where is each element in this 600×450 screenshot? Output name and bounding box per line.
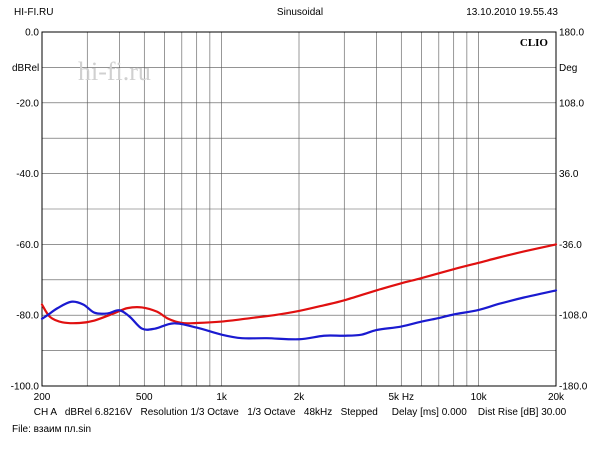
y2-tick-label: -36.0 — [559, 240, 582, 251]
clio-brand-label: CLIO — [520, 37, 549, 49]
y-tick-label: -60.0 — [16, 240, 39, 251]
y2-tick-label: 180.0 — [559, 28, 584, 39]
series-line-blue — [40, 289, 558, 341]
y-tick-label: -40.0 — [16, 169, 39, 180]
y2-tick-label: 36.0 — [559, 169, 579, 180]
x-tick-label: 20k — [548, 392, 565, 403]
series-line-red — [40, 243, 558, 325]
tick-label-layer: 0.0 -20.0 -40.0 -60.0 -80.0 -100.0 180.0 108.0 3… — [11, 28, 588, 404]
x-tick-label: 5k Hz — [388, 392, 414, 403]
x-tick-label: 2k — [294, 392, 306, 403]
x-tick-label: 500 — [136, 392, 153, 403]
header-timestamp: 13.10.2010 19.55.43 — [466, 7, 558, 18]
x-tick-label: 1k — [216, 392, 228, 403]
x-tick-label: 200 — [34, 392, 51, 403]
y2-axis-label: Deg — [559, 63, 577, 74]
measurement-settings: CH A dBRel 6.8216V Resolution 1/3 Octave… — [33, 407, 567, 418]
y-tick-label: -100.0 — [11, 382, 40, 393]
header-measurement-type: Sinusoidal — [276, 7, 324, 18]
y2-tick-label: -180.0 — [559, 382, 588, 393]
header-left-title: HI-FI.RU — [14, 7, 54, 18]
series-layer — [40, 243, 558, 341]
file-name: File: взаим пл.sin — [12, 424, 92, 435]
plot-frame — [41, 31, 557, 387]
watermark-logo: hi-fi.ru — [78, 57, 151, 86]
y-axis-label: dBRel — [12, 63, 39, 74]
y2-tick-label: -108.0 — [559, 311, 588, 322]
y2-tick-label: 108.0 — [559, 98, 584, 109]
y-tick-label: 0.0 — [25, 28, 39, 39]
y-tick-label: -20.0 — [16, 98, 39, 109]
x-tick-label: 10k — [471, 392, 488, 403]
y-tick-label: -80.0 — [16, 311, 39, 322]
grid-layer — [42, 32, 556, 386]
